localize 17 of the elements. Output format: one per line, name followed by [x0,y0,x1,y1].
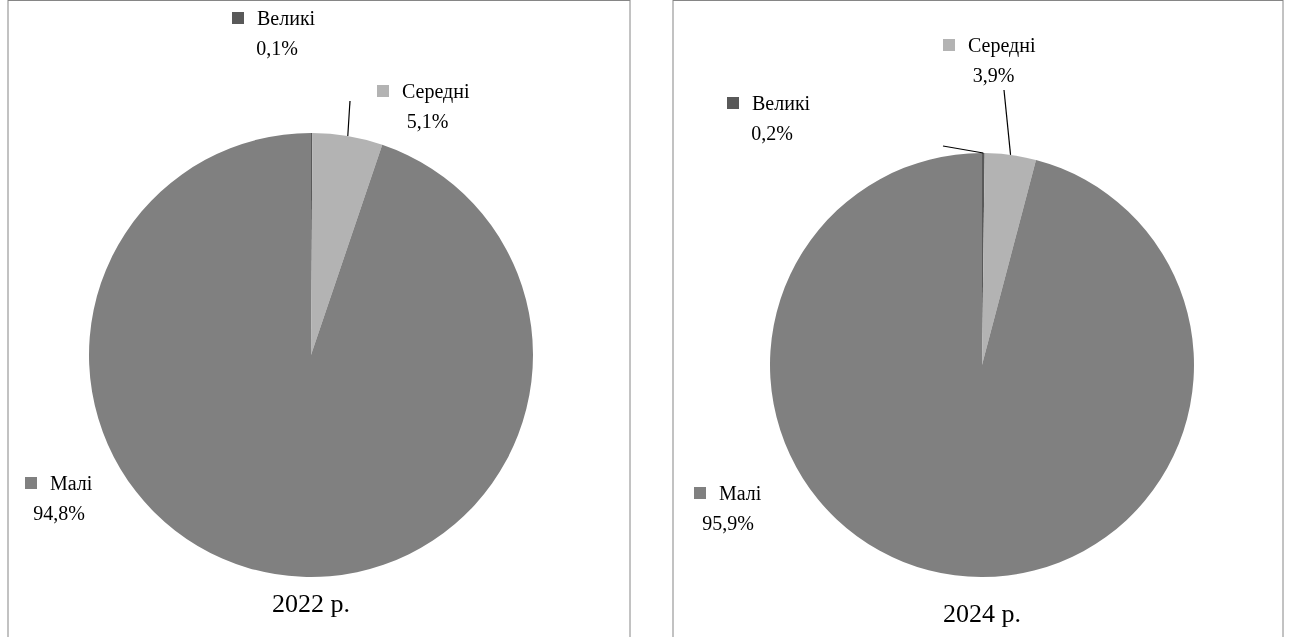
legend-label: Великі [752,92,811,114]
data-label: 0,2% [751,122,793,144]
text: 2024 р. [943,599,1021,628]
data-label: 0,1% [256,37,298,59]
pie-slice [770,153,1194,577]
legend-label: Малі [719,482,762,504]
pie-slice [982,153,1037,365]
legend-label: Середні [968,34,1036,57]
legend-label: Малі [50,472,93,494]
data-label: 95,9% [702,512,754,534]
text: 2022 р. [272,589,350,618]
legend-label: Середні [402,80,470,103]
data-label: 3,9% [972,64,1015,86]
data-label: 5,1% [406,110,449,132]
legend-label: Великі [257,7,316,29]
pie-slice [311,133,383,355]
data-label: 94,8% [33,502,85,524]
